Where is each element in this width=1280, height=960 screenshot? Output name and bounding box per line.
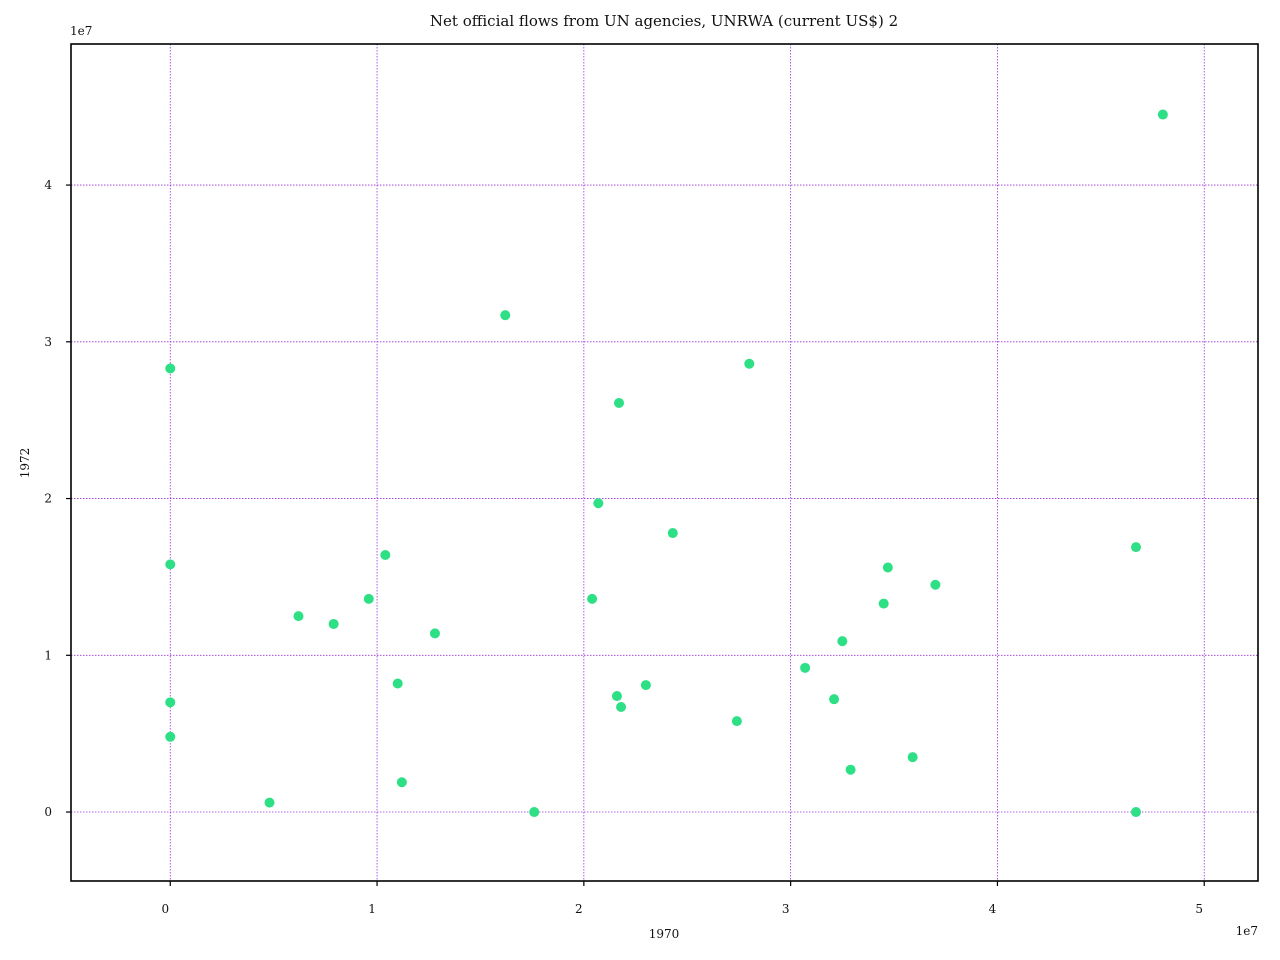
x-tick-label: 0: [161, 902, 169, 916]
scatter-point: [731, 716, 742, 727]
scatter-point: [593, 498, 604, 509]
scatter-point: [667, 528, 678, 539]
ticks-layer: 0 1 2 3 4 5 0 1 2 3 4: [44, 178, 1205, 916]
scatter-point: [165, 697, 176, 708]
scatter-point: [328, 618, 339, 629]
scatter-point: [1157, 109, 1168, 120]
x-tick-label: 5: [1195, 902, 1203, 916]
scatter-point: [165, 559, 176, 570]
scatter-point: [363, 593, 374, 604]
scatter-point: [392, 678, 403, 689]
scatter-point: [529, 807, 540, 818]
scatter-point: [882, 562, 893, 573]
x-tick-label: 2: [575, 902, 583, 916]
y-tick-label: 2: [44, 492, 52, 506]
y-axis-multiplier: 1e7: [70, 24, 92, 38]
y-tick-label: 1: [44, 648, 52, 662]
y-axis-label: 1972: [18, 448, 32, 479]
x-axis-multiplier: 1e7: [1236, 924, 1258, 938]
scatter-point: [611, 691, 622, 702]
x-tick-label: 4: [989, 902, 997, 916]
scatter-point: [264, 797, 275, 808]
x-tick-label: 1: [368, 902, 376, 916]
scatter-point: [837, 636, 848, 647]
grid-layer: [71, 44, 1258, 881]
scatter-point: [1130, 807, 1141, 818]
plot-frame: [70, 43, 1259, 882]
scatter-point: [845, 764, 856, 775]
scatter-point: [878, 598, 889, 609]
scatter-point: [500, 310, 511, 321]
scatter-point: [396, 777, 407, 788]
scatter-point: [616, 702, 627, 713]
scatter-point: [907, 752, 918, 763]
points-layer: [165, 109, 1168, 818]
scatter-point: [165, 731, 176, 742]
scatter-point: [640, 680, 651, 691]
scatter-point: [587, 593, 598, 604]
scatter-point: [744, 358, 755, 369]
scatter-point: [1130, 542, 1141, 553]
scatter-point: [293, 611, 304, 622]
y-tick-label: 4: [44, 178, 52, 192]
x-tick-label: 3: [782, 902, 790, 916]
y-tick-label: 3: [44, 335, 52, 349]
scatter-point: [380, 549, 391, 560]
y-tick-label: 0: [44, 805, 52, 819]
scatter-point: [829, 694, 840, 705]
scatter-point: [800, 662, 811, 673]
scatter-point: [930, 579, 941, 590]
chart-title: Net official flows from UN agencies, UNR…: [430, 12, 898, 30]
x-axis-label: 1970: [649, 927, 680, 941]
scatter-point: [429, 628, 440, 639]
scatter-point: [614, 397, 625, 408]
scatter-point: [165, 363, 176, 374]
